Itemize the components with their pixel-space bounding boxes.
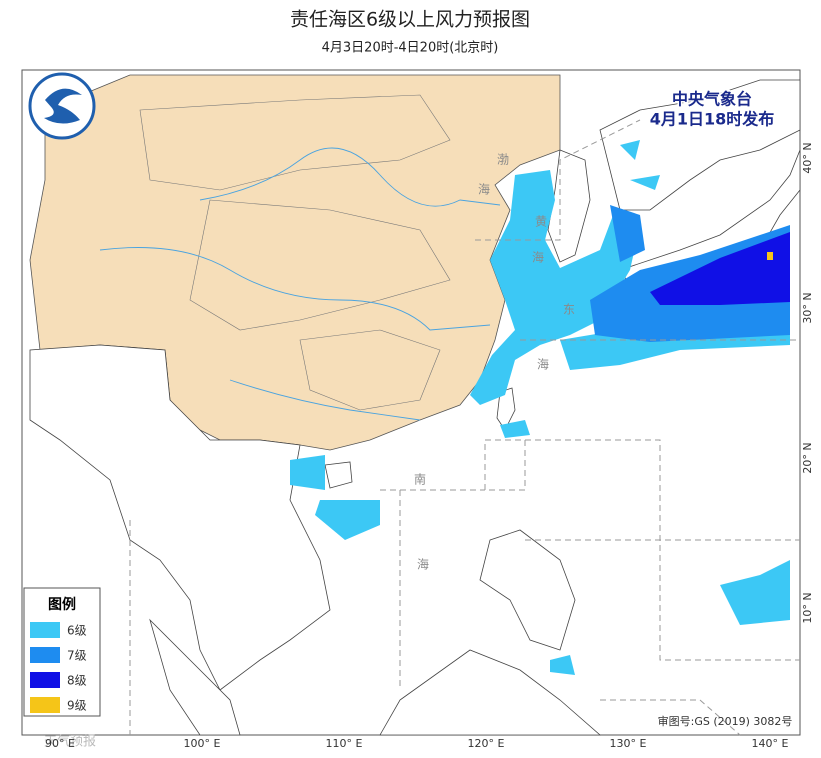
map: 渤 海 黄 海 东 海 南 海	[21, 69, 801, 736]
lon-label: 90° E	[45, 737, 75, 750]
legend-swatch	[30, 647, 60, 663]
sea-label: 海	[537, 357, 549, 372]
sea-label: 黄	[535, 215, 547, 229]
wind-area-6	[470, 170, 640, 405]
watermark: 天气预报	[44, 734, 96, 750]
approval-number: 审图号:GS (2019) 3082号	[658, 714, 793, 728]
subtitle: 4月3日20时-4日20时(北京时)	[322, 41, 499, 56]
legend-label: 8级	[67, 674, 87, 688]
land-taiwan	[496, 387, 516, 431]
land-malay	[149, 618, 241, 736]
lat-label: 20° N	[801, 442, 814, 473]
wind-area-6	[500, 140, 790, 675]
sea-label: 渤	[497, 153, 509, 167]
wind-area-6	[290, 455, 380, 540]
land-borneo	[379, 649, 602, 736]
legend-title: 图例	[48, 596, 76, 613]
sea-label: 南	[414, 472, 426, 487]
legend-swatch	[30, 622, 60, 638]
river	[199, 147, 501, 207]
legend-label: 6级	[67, 624, 87, 638]
sea-label: 海	[478, 182, 490, 197]
wind-area-8	[650, 232, 790, 305]
legend-label: 9级	[67, 699, 87, 713]
lon-label: 110° E	[326, 737, 363, 750]
sea-label: 海	[532, 250, 544, 265]
lon-label: 120° E	[468, 737, 505, 750]
wind-area-9	[767, 252, 773, 260]
lat-label: 10° N	[801, 592, 814, 623]
sea-label: 海	[417, 557, 429, 572]
river	[229, 379, 421, 421]
river	[99, 247, 491, 331]
title: 责任海区6级以上风力预报图	[290, 9, 530, 31]
sea-label: 东	[563, 303, 575, 317]
legend-swatch	[30, 672, 60, 688]
lat-label: 40° N	[801, 142, 814, 173]
lon-label: 100° E	[184, 737, 221, 750]
legend-swatch	[30, 697, 60, 713]
land-hainan	[324, 461, 353, 489]
logo	[28, 72, 96, 140]
lat-label: 30° N	[801, 292, 814, 323]
lon-label: 140° E	[752, 737, 789, 750]
boundary-lines	[129, 119, 800, 736]
legend-label: 7级	[67, 649, 87, 663]
legend: 图例 6级 7级 8级 9级	[23, 587, 101, 717]
province-borders	[139, 94, 451, 411]
lon-label: 130° E	[610, 737, 647, 750]
issuer-name: 中央气象台	[672, 90, 752, 109]
wind-areas	[290, 140, 790, 675]
issuer-time: 4月1日18时发布	[650, 110, 775, 129]
land-philippines	[479, 529, 576, 651]
